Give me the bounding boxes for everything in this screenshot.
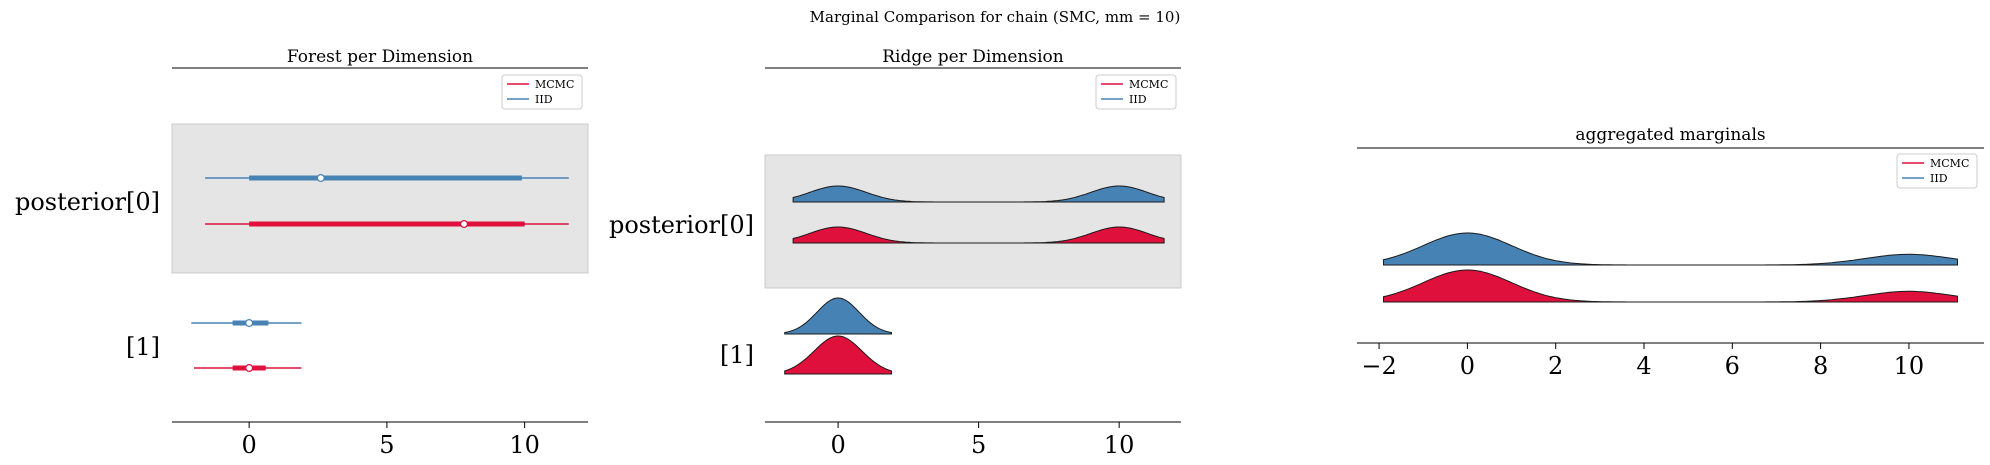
forest-row0-mcmc-median [460,220,469,229]
forest-panel: Forest per Dimension 0 5 10 posterior[0] [… [15,47,589,459]
ridge-panel: Ridge per Dimension 0 5 10 posterior[0] [1… [609,47,1182,459]
ridge-legend-label-iid: IID [1129,93,1147,106]
forest-title: Forest per Dimension [287,47,473,67]
ridge-xticks: 0 5 10 [830,422,1134,459]
ridge-title: Ridge per Dimension [882,47,1064,67]
ridge-row1-iid-density [784,297,892,335]
aggregated-tick-label-8: 8 [1813,352,1828,380]
aggregated-xticks: −2 0 2 4 6 8 10 [1361,343,1924,380]
aggregated-title: aggregated marginals [1575,125,1765,145]
ridge-row-label-1: [1] [720,341,754,369]
aggregated-legend: MCMC IID [1896,153,1978,189]
forest-marks [191,174,569,373]
aggregated-tick-label-6: 6 [1725,352,1740,380]
ridge-legend-label-mcmc: MCMC [1129,78,1168,91]
figure-suptitle: Marginal Comparison for chain (SMC, mm =… [809,8,1181,26]
ridge-row-label-0: posterior[0] [609,211,754,239]
aggregated-marks [1383,232,1958,303]
ridge-tick-label-0: 0 [830,431,845,459]
aggregated-iid-density [1383,232,1958,266]
forest-legend-label-mcmc: MCMC [535,78,574,91]
forest-row1-iid-median [245,319,254,328]
forest-tick-label-5: 5 [379,431,394,459]
ridge-tick-label-10: 10 [1104,431,1135,459]
aggregated-tick-label-0: 0 [1460,352,1475,380]
ridge-tick-label-5: 5 [971,431,986,459]
ridge-band-posterior0 [764,154,1182,289]
forest-row1-mcmc-median [245,364,254,373]
aggregated-tick-label-10: 10 [1894,352,1925,380]
forest-tick-label-10: 10 [509,431,540,459]
aggregated-legend-label-mcmc: MCMC [1930,157,1969,170]
aggregated-tick-label-2: 2 [1548,352,1563,380]
ridge-row1-mcmc-density [784,335,892,375]
forest-row0-iid-median [316,174,325,183]
ridge-marks [784,185,1165,375]
forest-tick-label-0: 0 [241,431,256,459]
forest-xticks: 0 5 10 [241,422,540,459]
ridge-legend: MCMC IID [1095,74,1177,110]
aggregated-legend-label-iid: IID [1930,172,1948,185]
ridge-row0-iid-density [792,185,1165,203]
ridge-row0-mcmc-density [792,226,1165,244]
aggregated-tick-label--2: −2 [1361,352,1396,380]
aggregated-panel: aggregated marginals −2 0 2 4 6 8 10 MCMC IID [1357,125,1984,380]
aggregated-tick-label-4: 4 [1636,352,1651,380]
forest-legend: MCMC IID [501,74,583,110]
forest-band-posterior0 [171,123,589,274]
forest-row-label-1: [1] [126,333,160,361]
aggregated-mcmc-density [1383,269,1958,303]
forest-legend-label-iid: IID [535,93,553,106]
forest-row-label-0: posterior[0] [15,188,160,216]
